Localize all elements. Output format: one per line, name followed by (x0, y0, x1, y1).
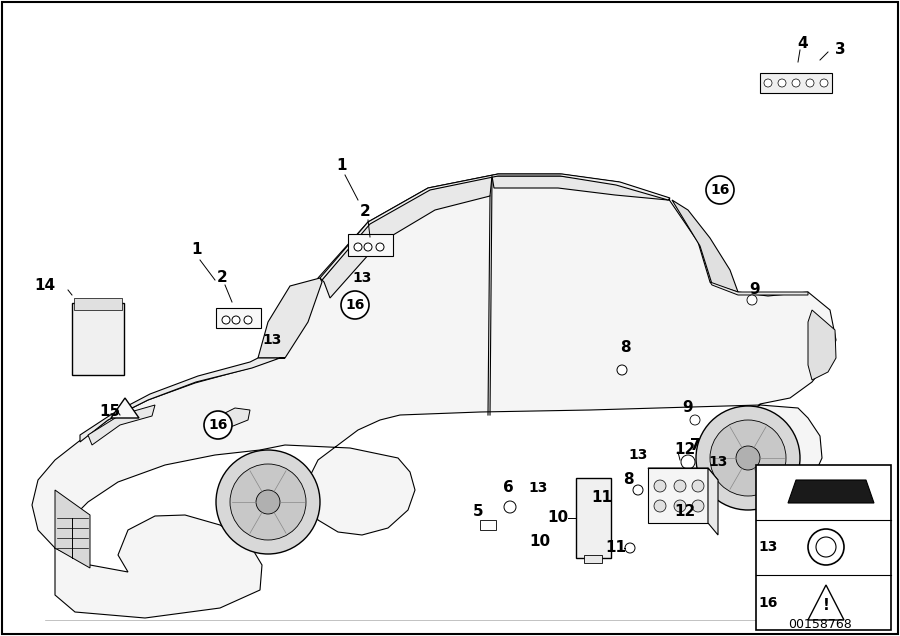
Text: 10: 10 (529, 534, 551, 550)
Bar (215, 308, 260, 328)
Text: 13: 13 (528, 481, 548, 495)
Circle shape (230, 464, 306, 540)
Polygon shape (808, 310, 836, 380)
Text: 11: 11 (591, 490, 613, 506)
Text: 00158768: 00158768 (788, 618, 852, 632)
Text: 11: 11 (606, 541, 626, 555)
Polygon shape (708, 468, 718, 535)
Circle shape (792, 79, 800, 87)
Text: 13: 13 (352, 271, 372, 285)
Circle shape (736, 446, 760, 470)
Bar (72, 303, 124, 375)
Circle shape (696, 406, 800, 510)
Circle shape (654, 480, 666, 492)
Polygon shape (258, 278, 322, 358)
Text: 16: 16 (710, 183, 730, 197)
Bar (756, 465, 891, 630)
Circle shape (674, 500, 686, 512)
Circle shape (690, 415, 700, 425)
Polygon shape (320, 174, 670, 280)
Circle shape (681, 455, 695, 469)
Circle shape (674, 480, 686, 492)
Polygon shape (55, 490, 90, 568)
Polygon shape (80, 358, 285, 442)
Circle shape (504, 501, 516, 513)
Circle shape (244, 316, 252, 324)
Circle shape (376, 243, 384, 251)
Text: 5: 5 (472, 504, 483, 520)
Text: 13: 13 (262, 333, 282, 347)
Text: 9: 9 (683, 401, 693, 415)
Bar (576, 478, 611, 558)
Text: 8: 8 (620, 340, 630, 356)
Bar (584, 555, 602, 563)
Polygon shape (648, 468, 718, 480)
Circle shape (747, 295, 757, 305)
Circle shape (706, 176, 734, 204)
Circle shape (354, 243, 362, 251)
Text: 13: 13 (708, 455, 728, 469)
Circle shape (625, 543, 635, 553)
Circle shape (256, 490, 280, 514)
Text: 16: 16 (759, 596, 778, 610)
Text: 1: 1 (337, 158, 347, 172)
Polygon shape (710, 282, 808, 295)
Text: 16: 16 (208, 418, 228, 432)
Circle shape (216, 450, 320, 554)
Text: 13: 13 (628, 448, 648, 462)
Circle shape (806, 79, 814, 87)
Text: 16: 16 (346, 298, 365, 312)
Circle shape (654, 500, 666, 512)
Polygon shape (32, 174, 836, 618)
Bar (760, 73, 832, 93)
Circle shape (617, 365, 627, 375)
Text: 13: 13 (759, 540, 778, 554)
Polygon shape (215, 408, 250, 428)
Polygon shape (111, 398, 139, 418)
Text: 15: 15 (99, 404, 121, 420)
Text: 12: 12 (674, 443, 696, 457)
Text: 6: 6 (502, 481, 513, 495)
Bar (480, 520, 496, 530)
Circle shape (692, 500, 704, 512)
Circle shape (816, 537, 836, 557)
Text: 12: 12 (674, 504, 696, 520)
Circle shape (232, 316, 240, 324)
Polygon shape (492, 176, 670, 200)
Circle shape (778, 79, 786, 87)
Text: 10: 10 (547, 511, 569, 525)
Circle shape (808, 529, 844, 565)
Circle shape (364, 243, 372, 251)
Polygon shape (88, 405, 155, 445)
Text: 7: 7 (689, 438, 700, 452)
Text: 9: 9 (750, 282, 760, 298)
Circle shape (710, 420, 786, 496)
Text: 14: 14 (34, 277, 56, 293)
Polygon shape (808, 585, 844, 620)
Polygon shape (788, 480, 874, 503)
Bar (74, 298, 122, 310)
Circle shape (633, 485, 643, 495)
Circle shape (204, 411, 232, 439)
Circle shape (341, 291, 369, 319)
Text: 2: 2 (360, 205, 371, 219)
Circle shape (764, 79, 772, 87)
Circle shape (820, 79, 828, 87)
Text: !: ! (823, 597, 830, 612)
Circle shape (692, 480, 704, 492)
Bar (347, 234, 392, 256)
Polygon shape (322, 176, 492, 298)
Polygon shape (648, 468, 708, 523)
Text: 8: 8 (623, 473, 634, 488)
Text: 1: 1 (192, 242, 202, 258)
Circle shape (222, 316, 230, 324)
Text: 2: 2 (217, 270, 228, 286)
Text: 4: 4 (797, 36, 808, 52)
Text: 3: 3 (834, 43, 845, 57)
Polygon shape (672, 200, 738, 292)
